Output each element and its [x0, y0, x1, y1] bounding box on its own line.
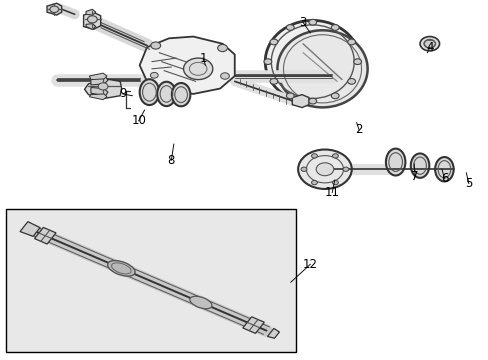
Polygon shape: [91, 77, 108, 85]
Ellipse shape: [157, 82, 175, 106]
Polygon shape: [83, 12, 101, 30]
Text: 6: 6: [440, 172, 447, 185]
Text: 10: 10: [131, 114, 146, 127]
Polygon shape: [86, 24, 96, 30]
Circle shape: [286, 24, 294, 30]
Text: 11: 11: [324, 186, 339, 199]
Polygon shape: [91, 87, 108, 96]
Text: 4: 4: [425, 41, 433, 54]
Polygon shape: [86, 9, 96, 15]
Circle shape: [220, 73, 229, 79]
Polygon shape: [20, 222, 40, 237]
Circle shape: [217, 44, 227, 51]
Text: 2: 2: [355, 123, 362, 136]
Ellipse shape: [140, 79, 159, 105]
Polygon shape: [47, 3, 61, 15]
Ellipse shape: [385, 149, 405, 176]
Circle shape: [316, 163, 333, 176]
Circle shape: [151, 42, 160, 49]
Ellipse shape: [171, 83, 190, 106]
Circle shape: [301, 167, 306, 171]
Text: 1: 1: [199, 51, 206, 64]
Text: 9: 9: [119, 87, 126, 100]
Ellipse shape: [277, 30, 367, 107]
Circle shape: [353, 59, 361, 64]
Circle shape: [311, 154, 317, 158]
Circle shape: [269, 78, 277, 84]
Circle shape: [269, 39, 277, 45]
Circle shape: [332, 154, 338, 158]
Circle shape: [347, 39, 355, 45]
Text: 7: 7: [410, 170, 418, 183]
Circle shape: [98, 83, 108, 90]
Circle shape: [311, 180, 317, 185]
Polygon shape: [35, 228, 56, 244]
Polygon shape: [140, 37, 234, 94]
Polygon shape: [89, 73, 107, 80]
Polygon shape: [292, 95, 308, 108]
Ellipse shape: [107, 261, 135, 276]
Circle shape: [87, 16, 97, 23]
Circle shape: [150, 72, 158, 78]
Text: 5: 5: [464, 177, 471, 190]
Bar: [5, 209, 295, 352]
Text: 8: 8: [167, 154, 175, 167]
Ellipse shape: [264, 21, 360, 103]
Circle shape: [308, 19, 316, 25]
Circle shape: [423, 40, 435, 48]
Ellipse shape: [189, 296, 212, 309]
Polygon shape: [84, 79, 122, 98]
Circle shape: [419, 37, 439, 51]
Text: 3: 3: [299, 16, 306, 29]
Circle shape: [330, 24, 338, 30]
Circle shape: [342, 167, 348, 171]
Circle shape: [286, 93, 294, 99]
Circle shape: [264, 59, 271, 64]
Circle shape: [330, 93, 338, 99]
Circle shape: [183, 58, 212, 80]
Ellipse shape: [410, 153, 428, 178]
Circle shape: [298, 149, 351, 189]
Circle shape: [308, 98, 316, 104]
Polygon shape: [89, 94, 107, 100]
Circle shape: [50, 6, 59, 13]
Circle shape: [332, 180, 338, 185]
Circle shape: [347, 78, 355, 84]
Ellipse shape: [434, 157, 453, 181]
Polygon shape: [243, 317, 264, 333]
Polygon shape: [267, 328, 279, 338]
Text: 12: 12: [302, 258, 317, 271]
